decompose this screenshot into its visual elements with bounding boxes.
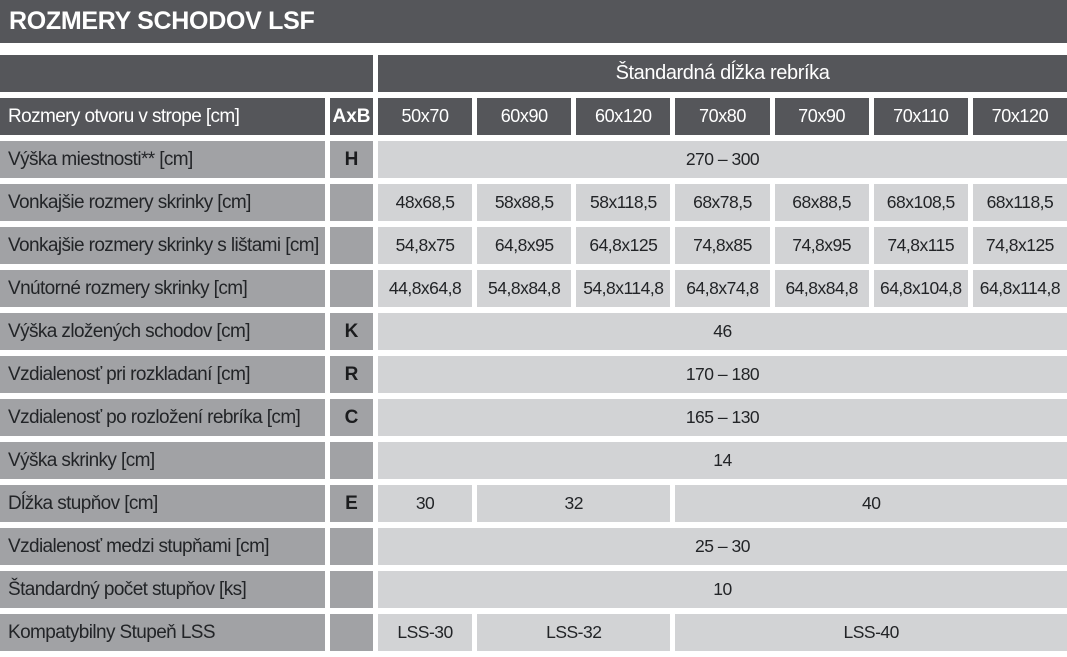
row-label-cell: Výška miestnosti** [cm]	[0, 141, 325, 178]
table-row: Vnútorné rozmery skrinky [cm] 44,8x64,8 …	[0, 270, 1067, 307]
value-cell: 74,8x115	[873, 227, 968, 264]
value-span-cell: 32	[477, 485, 671, 522]
value-cell: 58x88,5	[477, 184, 572, 221]
column-header-row: Rozmery otvoru v strope [cm] AxB 50x70 6…	[0, 98, 1067, 135]
table-row: Vzdialenosť medzi stupňami [cm] 25 – 30	[0, 528, 1067, 565]
table-row: Dĺžka stupňov [cm] E 30 32 40	[0, 485, 1067, 522]
row-letter-cell: E	[330, 485, 373, 522]
row-label-cell: Výška zložených schodov [cm]	[0, 313, 325, 350]
value-span-cell: 270 – 300	[378, 141, 1067, 178]
value-cell: 44,8x64,8	[378, 270, 473, 307]
column-header-letter-cell: AxB	[330, 98, 373, 135]
table-title-bar: ROZMERY SCHODOV LSF	[0, 0, 1067, 43]
value-span-cell: 40	[675, 485, 1067, 522]
value-cell: 64,8x125	[576, 227, 671, 264]
value-cell: 64,8x104,8	[873, 270, 968, 307]
row-label-cell: Vzdialenosť po rozložení rebríka [cm]	[0, 399, 325, 436]
column-header-cell: 70x120	[972, 98, 1067, 135]
page-title: ROZMERY SCHODOV LSF	[9, 7, 315, 35]
column-header-cell: 70x90	[774, 98, 869, 135]
row-label-cell: Výška skrinky [cm]	[0, 442, 325, 479]
value-span-cell: 170 – 180	[378, 356, 1067, 393]
value-cell: 64,8x74,8	[675, 270, 770, 307]
table-row: Štandardný počet stupňov [ks] 10	[0, 571, 1067, 608]
value-cell: 30	[378, 485, 473, 522]
row-letter-cell: H	[330, 141, 373, 178]
value-cell: 74,8x125	[972, 227, 1067, 264]
row-letter-cell	[330, 614, 373, 651]
table-row: Vzdialenosť po rozložení rebríka [cm] C …	[0, 399, 1067, 436]
value-span-cell: 165 – 130	[378, 399, 1067, 436]
value-cell: 64,8x114,8	[972, 270, 1067, 307]
value-cell: LSS-30	[378, 614, 473, 651]
value-cell: 68x78,5	[675, 184, 770, 221]
group-header-cell: Štandardná dĺžka rebríka	[378, 55, 1067, 92]
row-label-cell: Vzdialenosť pri rozkladaní [cm]	[0, 356, 325, 393]
value-cell: 74,8x95	[774, 227, 869, 264]
group-header-spacer-cell	[0, 55, 373, 92]
value-cell: 74,8x85	[675, 227, 770, 264]
value-cell: 54,8x84,8	[477, 270, 572, 307]
table-row: Vonkajšie rozmery skrinky s lištami [cm]…	[0, 227, 1067, 264]
value-cell: 54,8x75	[378, 227, 473, 264]
row-letter-cell	[330, 528, 373, 565]
row-label-cell: Vonkajšie rozmery skrinky s lištami [cm]	[0, 227, 325, 264]
value-cell: 54,8x114,8	[576, 270, 671, 307]
row-letter-cell	[330, 270, 373, 307]
group-header-row: Štandardná dĺžka rebríka	[0, 55, 1067, 92]
row-label-cell: Vonkajšie rozmery skrinky [cm]	[0, 184, 325, 221]
table-row: Kompatybilny Stupeň LSS LSS-30 LSS-32 LS…	[0, 614, 1067, 651]
value-cell: 68x108,5	[873, 184, 968, 221]
column-header-label-cell: Rozmery otvoru v strope [cm]	[0, 98, 325, 135]
table-row: Výška miestnosti** [cm] H 270 – 300	[0, 141, 1067, 178]
value-span-cell: 10	[378, 571, 1067, 608]
row-letter-cell	[330, 442, 373, 479]
value-span-cell: 25 – 30	[378, 528, 1067, 565]
table-row: Vonkajšie rozmery skrinky [cm] 48x68,5 5…	[0, 184, 1067, 221]
row-letter-cell	[330, 227, 373, 264]
row-label-cell: Vzdialenosť medzi stupňami [cm]	[0, 528, 325, 565]
value-span-cell: 46	[378, 313, 1067, 350]
row-label-cell: Vnútorné rozmery skrinky [cm]	[0, 270, 325, 307]
value-span-cell: LSS-40	[675, 614, 1067, 651]
row-letter-cell	[330, 184, 373, 221]
table-row: Výška zložených schodov [cm] K 46	[0, 313, 1067, 350]
value-cell: 48x68,5	[378, 184, 473, 221]
row-letter-cell: C	[330, 399, 373, 436]
table-row: Výška skrinky [cm] 14	[0, 442, 1067, 479]
value-cell: 64,8x95	[477, 227, 572, 264]
dimensions-table: Štandardná dĺžka rebríka Rozmery otvoru …	[0, 49, 1067, 657]
row-letter-cell: K	[330, 313, 373, 350]
row-letter-cell	[330, 571, 373, 608]
column-header-cell: 60x120	[576, 98, 671, 135]
column-header-cell: 60x90	[477, 98, 572, 135]
column-header-cell: 70x80	[675, 98, 770, 135]
table-row: Vzdialenosť pri rozkladaní [cm] R 170 – …	[0, 356, 1067, 393]
row-label-cell: Štandardný počet stupňov [ks]	[0, 571, 325, 608]
value-cell: 64,8x84,8	[774, 270, 869, 307]
value-cell: 68x88,5	[774, 184, 869, 221]
column-header-cell: 70x110	[873, 98, 968, 135]
row-label-cell: Dĺžka stupňov [cm]	[0, 485, 325, 522]
value-span-cell: LSS-32	[477, 614, 671, 651]
row-letter-cell: R	[330, 356, 373, 393]
row-label-cell: Kompatybilny Stupeň LSS	[0, 614, 325, 651]
value-cell: 58x118,5	[576, 184, 671, 221]
value-cell: 68x118,5	[972, 184, 1067, 221]
column-header-cell: 50x70	[378, 98, 473, 135]
value-span-cell: 14	[378, 442, 1067, 479]
